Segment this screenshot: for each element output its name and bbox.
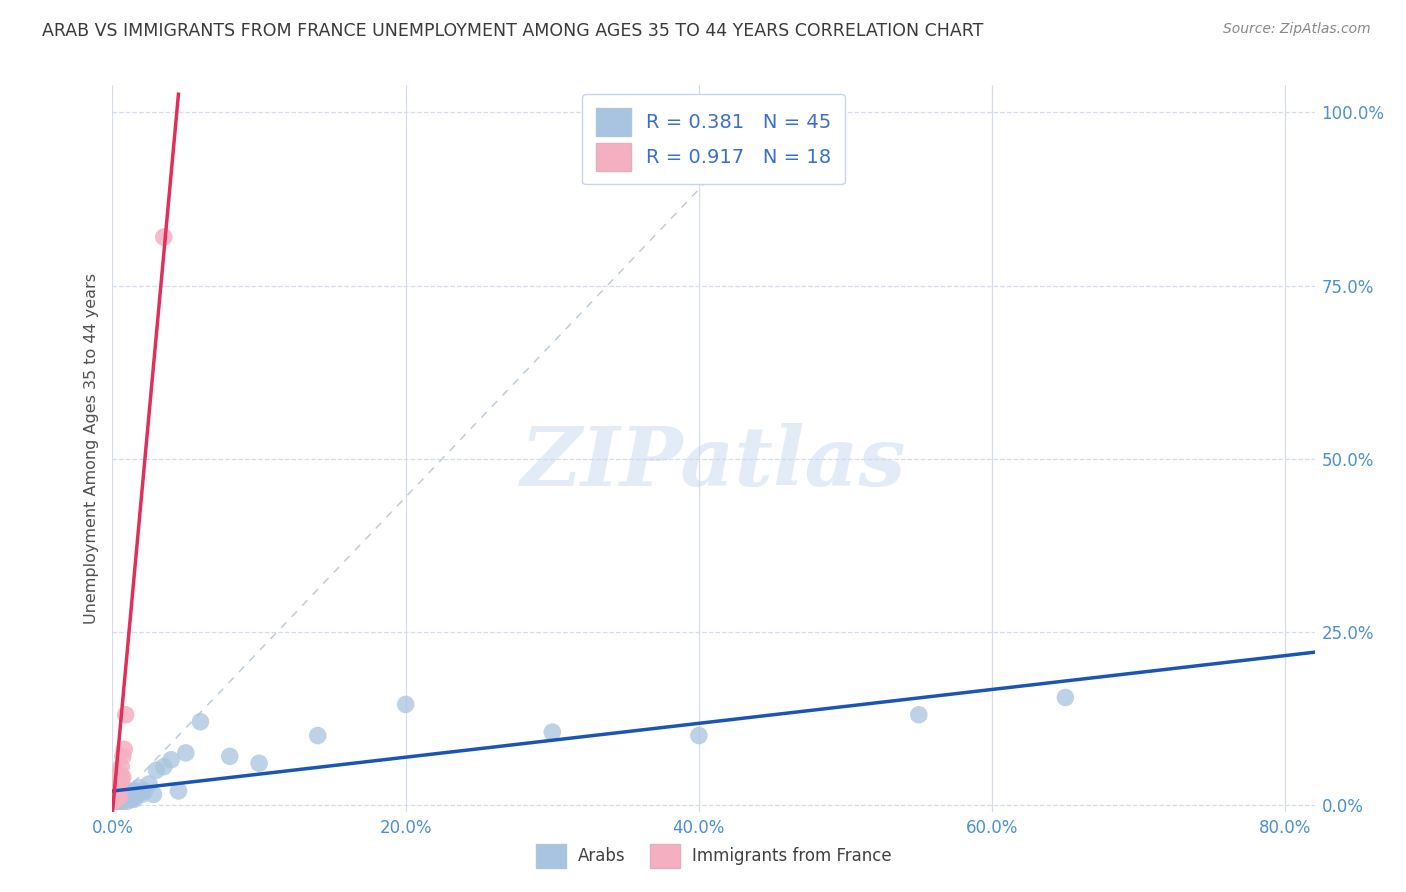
Point — [105, 784, 128, 798]
Point — [114, 792, 136, 806]
Point — [108, 789, 131, 804]
Point — [105, 790, 128, 805]
Point — [112, 742, 135, 756]
Point — [104, 788, 127, 802]
Point — [117, 785, 139, 799]
Point — [105, 794, 128, 808]
Point — [111, 770, 134, 784]
Point — [108, 794, 131, 808]
Point — [907, 707, 929, 722]
Point — [142, 788, 165, 802]
Point — [121, 788, 143, 802]
Point — [115, 790, 138, 805]
Point — [190, 714, 212, 729]
Point — [108, 766, 131, 780]
Point — [111, 749, 134, 764]
Point — [174, 746, 197, 760]
Point — [108, 789, 131, 804]
Point — [125, 784, 148, 798]
Point — [307, 729, 329, 743]
Point — [107, 780, 129, 795]
Point — [138, 777, 160, 791]
Point — [104, 790, 127, 805]
Point — [122, 790, 145, 805]
Point — [114, 707, 136, 722]
Point — [103, 790, 125, 805]
Text: Source: ZipAtlas.com: Source: ZipAtlas.com — [1223, 22, 1371, 37]
Point — [131, 788, 153, 802]
Point — [115, 794, 138, 808]
Point — [103, 794, 125, 808]
Point — [103, 794, 125, 808]
Point — [688, 729, 710, 743]
Point — [167, 784, 190, 798]
Point — [152, 760, 174, 774]
Point — [110, 773, 132, 788]
Legend: Arabs, Immigrants from France: Arabs, Immigrants from France — [527, 836, 900, 876]
Point — [152, 230, 174, 244]
Text: ARAB VS IMMIGRANTS FROM FRANCE UNEMPLOYMENT AMONG AGES 35 TO 44 YEARS CORRELATIO: ARAB VS IMMIGRANTS FROM FRANCE UNEMPLOYM… — [42, 22, 984, 40]
Point — [160, 753, 183, 767]
Point — [247, 756, 270, 771]
Point — [124, 785, 146, 799]
Point — [114, 789, 136, 804]
Point — [111, 794, 134, 808]
Point — [395, 698, 418, 712]
Point — [121, 792, 143, 806]
Point — [112, 788, 135, 802]
Point — [134, 784, 156, 798]
Point — [111, 790, 134, 805]
Point — [218, 749, 240, 764]
Point — [110, 792, 132, 806]
Text: ZIPatlas: ZIPatlas — [520, 423, 907, 503]
Point — [124, 792, 146, 806]
Point — [104, 792, 127, 806]
Point — [127, 788, 149, 802]
Point — [108, 777, 131, 791]
Point — [112, 792, 135, 806]
Point — [117, 789, 139, 804]
Point — [107, 788, 129, 802]
Point — [120, 790, 142, 805]
Point — [110, 760, 132, 774]
Point — [145, 763, 167, 777]
Point — [107, 792, 129, 806]
Point — [541, 725, 564, 739]
Point — [1054, 690, 1077, 705]
Point — [120, 784, 142, 798]
Y-axis label: Unemployment Among Ages 35 to 44 years: Unemployment Among Ages 35 to 44 years — [83, 273, 98, 624]
Point — [128, 780, 150, 795]
